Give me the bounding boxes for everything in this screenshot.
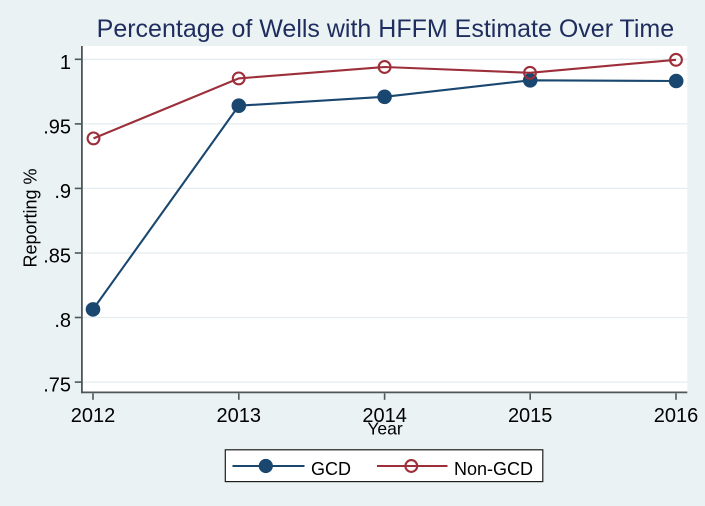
svg-text:GCD: GCD [311, 459, 351, 479]
svg-text:Non-GCD: Non-GCD [454, 459, 533, 479]
svg-text:2012: 2012 [71, 405, 116, 427]
svg-text:Percentage of Wells with HFFM: Percentage of Wells with HFFM Estimate O… [97, 15, 674, 43]
svg-text:1: 1 [60, 52, 71, 74]
svg-text:.85: .85 [43, 246, 71, 268]
svg-text:Reporting %: Reporting % [21, 168, 41, 267]
svg-text:2015: 2015 [508, 405, 553, 427]
svg-text:2014: 2014 [362, 405, 407, 427]
svg-text:Year: Year [367, 419, 403, 439]
svg-text:2013: 2013 [217, 405, 262, 427]
svg-text:.95: .95 [43, 116, 71, 138]
svg-text:.8: .8 [54, 310, 71, 332]
svg-text:.75: .75 [43, 375, 71, 397]
svg-text:2016: 2016 [654, 405, 699, 427]
svg-text:.9: .9 [54, 181, 71, 203]
